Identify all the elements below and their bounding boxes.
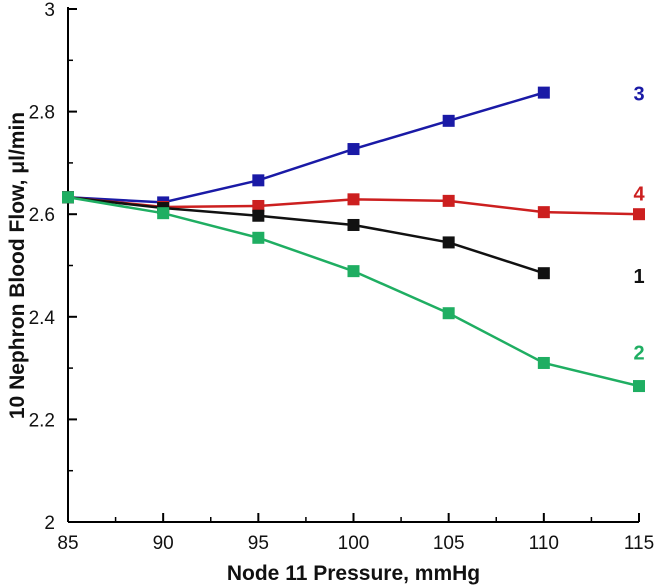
x-tick-label: 110 bbox=[529, 533, 559, 554]
series-2-marker bbox=[537, 356, 550, 369]
x-axis-title: Node 11 Pressure, mmHg bbox=[227, 562, 480, 585]
series-1-marker bbox=[252, 209, 265, 222]
series-label-4: 4 bbox=[633, 184, 645, 206]
series-4-marker bbox=[633, 208, 645, 221]
series-2 bbox=[62, 191, 645, 393]
series-2-marker bbox=[157, 207, 170, 220]
series-3-marker bbox=[442, 114, 455, 127]
x-tick-label: 95 bbox=[248, 533, 269, 554]
y-tick-label: 2 bbox=[44, 513, 55, 534]
x-tick-label: 85 bbox=[57, 533, 78, 554]
series-labels: 3 4 1 2 bbox=[633, 84, 645, 365]
series-group bbox=[62, 86, 645, 393]
series-2-marker bbox=[252, 231, 265, 244]
series-label-2: 2 bbox=[633, 343, 644, 365]
series-3-marker bbox=[347, 143, 360, 156]
x-tick-label: 100 bbox=[338, 533, 370, 554]
y-axis-title: 10 Nephron Blood Flow, μl/min bbox=[6, 112, 29, 419]
series-label-1: 1 bbox=[633, 266, 644, 288]
series-3-marker bbox=[252, 174, 265, 187]
x-tick-label: 115 bbox=[624, 533, 654, 554]
y-tick-label: 2.4 bbox=[29, 308, 56, 329]
series-2-marker bbox=[62, 191, 74, 204]
series-2-marker bbox=[347, 265, 360, 278]
series-1-marker bbox=[537, 267, 550, 280]
series-3 bbox=[62, 86, 550, 209]
axes: 85 90 95 100 105 110 115 2 2.2 2.4 2.6 2.8 3 bbox=[29, 0, 655, 554]
series-3-line bbox=[67, 91, 545, 204]
y-tick-label: 2.8 bbox=[29, 103, 55, 124]
x-tick-label: 90 bbox=[153, 533, 174, 554]
series-4-marker bbox=[252, 199, 265, 212]
y-tick-label: 3 bbox=[44, 0, 55, 21]
series-4-marker bbox=[442, 194, 455, 207]
series-1-marker bbox=[347, 218, 360, 231]
x-tick-label: 105 bbox=[433, 533, 465, 554]
series-3-marker bbox=[537, 86, 550, 99]
series-2-marker bbox=[442, 307, 455, 320]
y-tick-label: 2.6 bbox=[29, 205, 55, 226]
series-2-marker bbox=[633, 380, 645, 393]
y-tick-label: 2.2 bbox=[29, 410, 55, 431]
series-1-line bbox=[67, 196, 545, 275]
series-4-marker bbox=[537, 206, 550, 219]
series-4-marker bbox=[347, 193, 360, 206]
series-1-marker bbox=[442, 236, 455, 249]
series-label-3: 3 bbox=[633, 84, 644, 106]
